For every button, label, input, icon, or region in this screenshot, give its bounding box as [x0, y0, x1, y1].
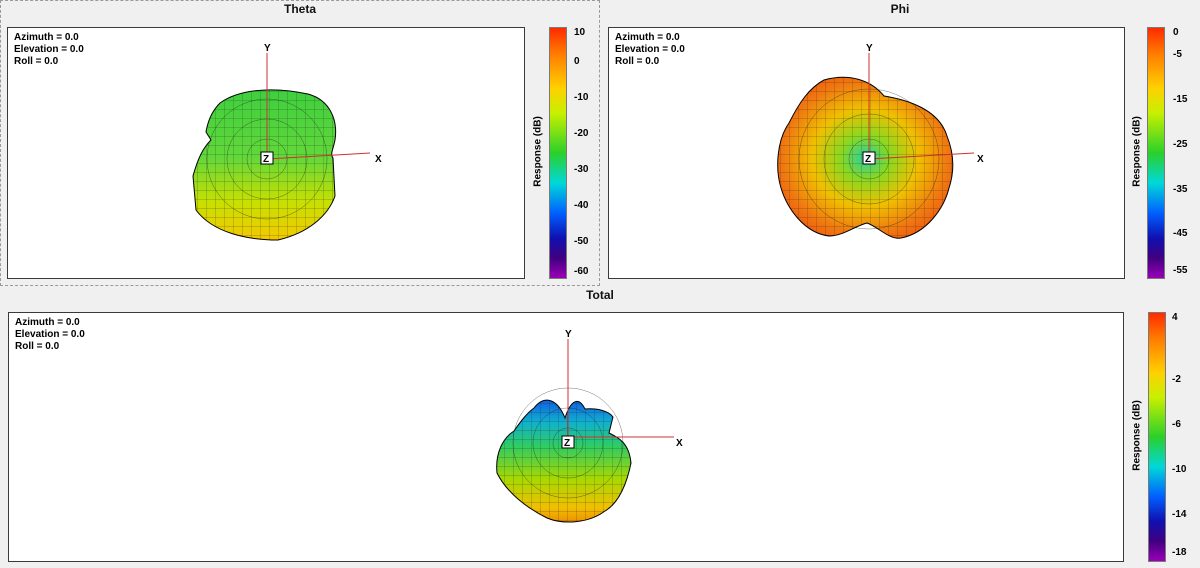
azimuth-readout: Azimuth = 0.0: [15, 317, 80, 328]
phi-plot-area[interactable]: Azimuth = 0.0 Elevation = 0.0 Roll = 0.0: [608, 27, 1125, 279]
azimuth-readout: Azimuth = 0.0: [615, 32, 680, 43]
colorbar-label: Response (dB): [532, 116, 544, 187]
colorbar-tick: -20: [574, 128, 589, 139]
total-surface: [496, 387, 632, 523]
y-axis-label: Y: [866, 43, 873, 54]
colorbar-tick: -10: [1172, 464, 1187, 475]
x-axis-label: X: [676, 438, 683, 449]
colorbar-tick: -14: [1172, 509, 1187, 520]
z-axis-label: Z: [564, 438, 570, 449]
total-colorbar: [1148, 312, 1166, 562]
theta-surface: [192, 89, 337, 241]
colorbar-tick: 0: [1173, 27, 1179, 38]
azimuth-readout: Azimuth = 0.0: [14, 32, 79, 43]
colorbar-tick: -15: [1173, 94, 1188, 105]
elevation-readout: Elevation = 0.0: [14, 44, 84, 55]
theta-pane[interactable]: Theta Azimuth = 0.0 Elevation = 0.0 Roll…: [0, 0, 600, 286]
colorbar-tick: -10: [574, 92, 589, 103]
total-pane[interactable]: Total Azimuth = 0.0 Elevation = 0.0 Roll…: [0, 286, 1200, 568]
z-axis-label: Z: [865, 154, 871, 165]
colorbar-tick: 10: [574, 27, 586, 38]
axes: [862, 53, 975, 165]
elevation-readout: Elevation = 0.0: [615, 44, 685, 55]
pane-title: Phi: [890, 2, 910, 16]
colorbar-tick: -25: [1173, 139, 1188, 150]
roll-readout: Roll = 0.0: [14, 56, 59, 67]
colorbar-tick: -40: [574, 200, 589, 211]
roll-readout: Roll = 0.0: [615, 56, 660, 67]
colorbar-tick: -60: [574, 266, 589, 277]
x-axis-label: X: [375, 154, 382, 165]
view-info: Azimuth = 0.0 Elevation = 0.0 Roll = 0.0: [615, 32, 685, 68]
roll-readout: Roll = 0.0: [15, 341, 60, 352]
x-axis-label: X: [977, 154, 984, 165]
theta-colorbar-ticks: 10 0 -10 -20 -30 -40 -50 -60: [574, 27, 598, 277]
total-plot-area[interactable]: Azimuth = 0.0 Elevation = 0.0 Roll = 0.0: [8, 312, 1124, 562]
theta-plot-area[interactable]: Azimuth = 0.0 Elevation = 0.0 Roll = 0.0: [7, 27, 525, 279]
colorbar-tick: -6: [1172, 419, 1181, 430]
colorbar-tick: -35: [1173, 184, 1188, 195]
colorbar-tick: -45: [1173, 228, 1188, 239]
colorbar-tick: -50: [574, 236, 589, 247]
colorbar-tick: 0: [574, 56, 580, 67]
view-info: Azimuth = 0.0 Elevation = 0.0 Roll = 0.0: [15, 317, 85, 353]
z-axis-label: Z: [263, 154, 269, 165]
pane-title: Theta: [283, 2, 316, 16]
total-3d-pattern[interactable]: Y X Z: [9, 313, 1123, 561]
axes: [561, 339, 674, 449]
phi-colorbar-ticks: 0 -5 -15 -25 -35 -45 -55: [1173, 27, 1197, 277]
colorbar-tick: -2: [1172, 374, 1181, 385]
colorbar-tick: -30: [574, 164, 589, 175]
theta-3d-pattern[interactable]: Y X Z: [8, 28, 524, 278]
y-axis-label: Y: [264, 43, 271, 54]
colorbar-tick: -18: [1172, 547, 1187, 558]
colorbar-label: Response (dB): [1131, 116, 1143, 187]
y-axis-label: Y: [565, 329, 572, 340]
colorbar-tick: -55: [1173, 265, 1188, 276]
total-colorbar-ticks: 4 -2 -6 -10 -14 -18: [1172, 312, 1196, 560]
pane-title: Total: [586, 288, 614, 302]
axes: [260, 53, 371, 165]
colorbar-tick: 4: [1172, 312, 1178, 323]
phi-colorbar: [1147, 27, 1165, 279]
phi-3d-pattern[interactable]: Y X Z: [609, 28, 1124, 278]
colorbar-tick: -5: [1173, 49, 1182, 60]
colorbar-label: Response (dB): [1131, 400, 1143, 471]
elevation-readout: Elevation = 0.0: [15, 329, 85, 340]
theta-colorbar: [549, 27, 567, 279]
view-info: Azimuth = 0.0 Elevation = 0.0 Roll = 0.0: [14, 32, 84, 68]
phi-pane[interactable]: Phi Azimuth = 0.0 Elevation = 0.0 Roll =…: [600, 0, 1200, 286]
